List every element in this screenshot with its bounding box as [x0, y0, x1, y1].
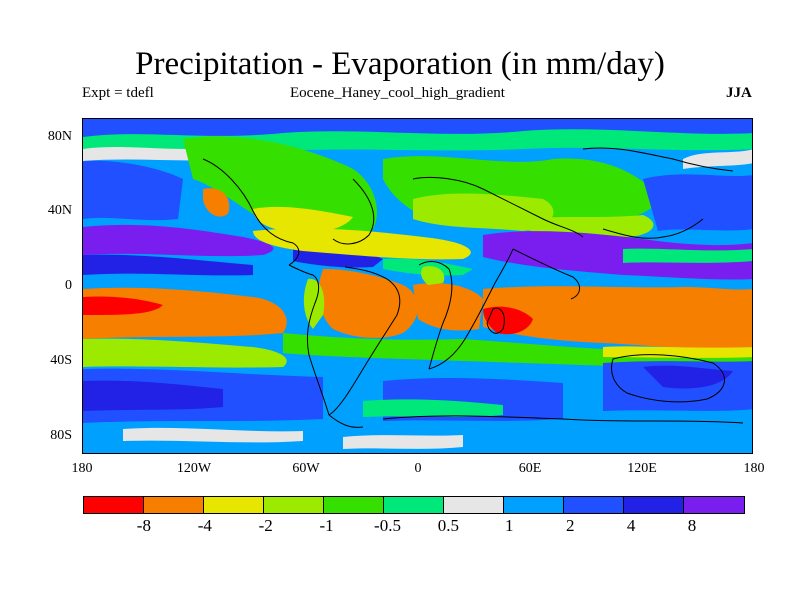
lon-label-120w: 120W	[176, 461, 212, 476]
legend-label: -1	[319, 516, 334, 535]
legend-label: -4	[197, 516, 212, 535]
legend-label: 1	[505, 516, 514, 535]
south-america-green	[303, 278, 325, 329]
coast-africa-east	[428, 248, 514, 370]
south-indian-orange	[483, 286, 752, 349]
madagascar-red	[483, 306, 533, 335]
season-label: JJA	[726, 85, 752, 101]
itcz-pacific-w	[83, 224, 274, 257]
legend-label: -0.5	[374, 516, 401, 535]
southern-ocean-deepblue-w	[83, 380, 223, 411]
north-pacific-blue-e	[643, 174, 752, 231]
north-pacific-blue-w	[83, 160, 183, 221]
experiment-label: Expt = tdefl	[82, 85, 154, 101]
lon-label-180e: 180	[743, 461, 765, 476]
coast-europe	[412, 176, 584, 238]
legend-swatch	[504, 497, 564, 513]
coast-south-america-west	[288, 264, 330, 416]
coast-antarctica	[382, 415, 744, 424]
lat-label-80n: 80N	[47, 129, 72, 144]
legend-label: 8	[687, 516, 697, 535]
legend-swatch	[444, 497, 504, 513]
precip-evap-map	[82, 118, 753, 454]
map-title: Precipitation - Evaporation (in mm/day)	[135, 46, 665, 82]
legend-label: -8	[136, 516, 151, 535]
coast-asia-north	[582, 147, 734, 172]
lon-label-120e: 120E	[627, 461, 657, 476]
lat-label-40s: 40S	[50, 353, 72, 368]
color-legend-bar	[83, 496, 745, 514]
lon-label-60w: 60W	[292, 461, 320, 476]
legend-label: -2	[258, 516, 273, 535]
lon-label-0: 0	[414, 461, 422, 476]
legend-swatch	[84, 497, 144, 513]
coast-asia-south	[602, 218, 704, 239]
coast-australia	[611, 354, 725, 403]
coast-india	[512, 248, 580, 300]
australia-deepblue	[643, 365, 733, 389]
legend-swatch	[264, 497, 324, 513]
legend-swatch	[684, 497, 744, 513]
south-midlat-green	[283, 333, 752, 368]
coast-north-america-west	[202, 158, 300, 266]
coast-madagascar	[486, 307, 505, 334]
lat-label-eq: 0	[65, 278, 72, 293]
legend-swatch	[384, 497, 444, 513]
coast-south-america-east	[328, 266, 401, 416]
legend-swatch	[144, 497, 204, 513]
legend-label: 2	[565, 516, 575, 535]
coastlines	[202, 147, 744, 428]
lat-label-40n: 40N	[47, 203, 72, 218]
antarctic-neutral	[123, 427, 303, 443]
south-pacific-red	[83, 296, 163, 315]
coast-antarctic-peninsula	[328, 414, 364, 428]
europe-lightgreen	[413, 193, 554, 231]
map-canvas	[83, 119, 752, 453]
south-atlantic-orange	[413, 282, 483, 331]
legend-swatch	[624, 497, 684, 513]
legend-swatch	[204, 497, 264, 513]
antarctic-green	[363, 399, 503, 417]
africa-green	[420, 266, 445, 285]
antarctic-neutral-2	[343, 435, 463, 449]
north-america-yellow	[253, 206, 353, 233]
north-america-orange	[203, 188, 230, 217]
legend-swatch	[324, 497, 384, 513]
north-pacific-neutral	[683, 149, 752, 169]
coast-north-america-east	[332, 178, 375, 245]
legend-swatch	[564, 497, 624, 513]
north-subtropic-yellow	[253, 228, 471, 260]
case-label: Eocene_Haney_cool_high_gradient	[290, 85, 505, 101]
lon-label-180w: 180	[71, 461, 93, 476]
legend-label: 0.5	[437, 516, 460, 535]
lon-label-60e: 60E	[518, 461, 542, 476]
itcz-pacific-w-blue	[83, 254, 253, 276]
itcz-green-strip	[623, 248, 752, 263]
legend-label: 4	[626, 516, 636, 535]
coast-africa-west	[418, 261, 453, 370]
south-midlat-lightgreen	[83, 338, 287, 368]
lat-label-80s: 80S	[50, 428, 72, 443]
